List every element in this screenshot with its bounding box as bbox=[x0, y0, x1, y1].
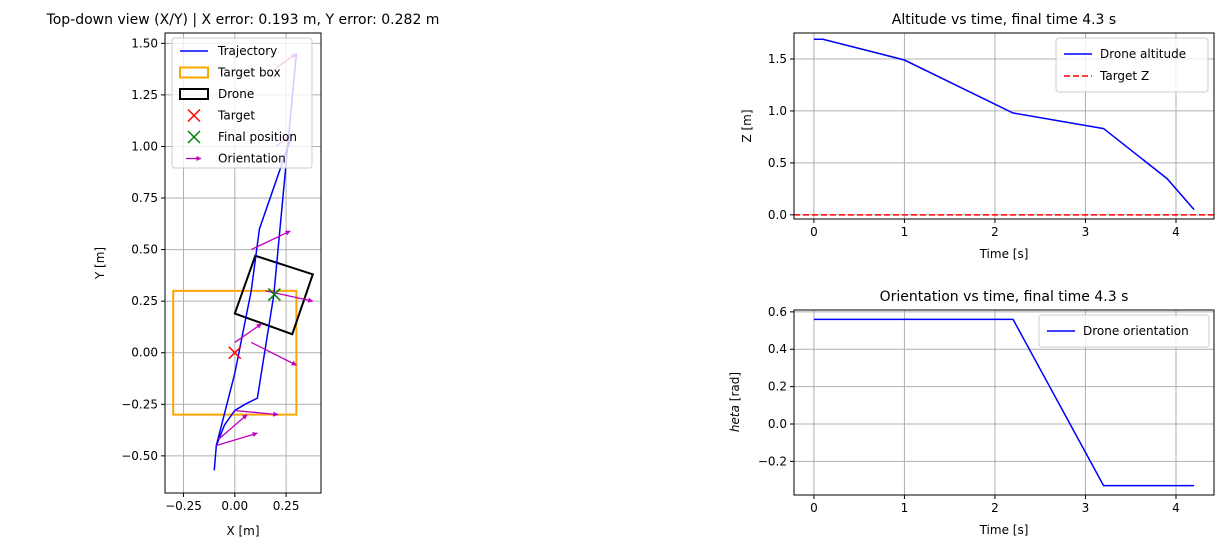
altitude-ylabel: Z [m] bbox=[740, 109, 754, 142]
orientation-ticks: 0 1 2 3 4 −0.2 0.0 0.2 0.4 0.6 bbox=[758, 305, 1180, 515]
orientation-arrow bbox=[250, 341, 297, 366]
altitude-ytick-label: 1.5 bbox=[768, 52, 787, 66]
topdown-ytick-label: 1.00 bbox=[131, 139, 158, 153]
final-position-marker-stroke bbox=[267, 288, 281, 302]
topdown-xtick-label: 0.00 bbox=[221, 499, 248, 513]
topdown-panel: Top-down view (X/Y) | X error: 0.193 m, … bbox=[46, 12, 440, 538]
topdown-ytick-label: 0.00 bbox=[131, 346, 158, 360]
legend-entry-label: Target box bbox=[217, 66, 281, 80]
topdown-ytick-label: 1.25 bbox=[131, 88, 158, 102]
orientation-ylabel: heta [rad] bbox=[728, 372, 742, 432]
topdown-axes-frame bbox=[164, 32, 322, 494]
orientation-ytick-label: −0.2 bbox=[758, 454, 787, 468]
drone-layer bbox=[233, 254, 315, 336]
altitude-ytick-label: 0.5 bbox=[768, 156, 787, 170]
orientation-ytick-label: 0.0 bbox=[768, 417, 787, 431]
legend-x-swatch bbox=[187, 108, 201, 123]
legend-entry-label: Orientation bbox=[218, 152, 286, 166]
altitude-axes-frame bbox=[793, 32, 1215, 220]
altitude-xtick-label: 2 bbox=[991, 225, 999, 239]
legend-entry-label: Drone altitude bbox=[1100, 47, 1186, 61]
topdown-title: Top-down view (X/Y) | X error: 0.193 m, … bbox=[46, 12, 440, 28]
topdown-legend: Trajectory Target box Drone Target Final pos… bbox=[171, 37, 313, 169]
topdown-xtick-label: 0.25 bbox=[273, 499, 300, 513]
trajectory-line-segment bbox=[215, 133, 293, 446]
altitude-xtick-label: 3 bbox=[1082, 225, 1090, 239]
orientation-xtick-label: 2 bbox=[991, 501, 999, 515]
altitude-ticks: 0 1 2 3 4 0.0 0.5 1.0 1.5 bbox=[768, 52, 1180, 239]
legend-entry-label: Drone bbox=[218, 87, 254, 101]
orientation-axes-frame bbox=[793, 309, 1215, 496]
legend-entry-label: Target bbox=[217, 109, 255, 123]
topdown-ticks: −0.25 0.00 0.25 −0.50 −0.25 0.00 0.25 0.50 0.75 1… bbox=[121, 36, 299, 513]
drone-outline bbox=[233, 254, 315, 336]
legend-entry-label: Drone orientation bbox=[1083, 324, 1189, 338]
legend-box bbox=[1055, 37, 1209, 93]
orientation-ytick-label: 0.4 bbox=[768, 342, 787, 356]
series-line bbox=[813, 38, 1195, 211]
orientation-arrow bbox=[234, 409, 279, 417]
topdown-ylabel: Y [m] bbox=[93, 247, 107, 280]
altitude-ytick-label: 1.0 bbox=[768, 104, 787, 118]
topdown-ytick-label: −0.25 bbox=[121, 397, 158, 411]
topdown-ytick-label: 0.25 bbox=[131, 294, 158, 308]
topdown-xlabel: X [m] bbox=[226, 524, 259, 538]
altitude-xtick-label: 0 bbox=[810, 225, 818, 239]
topdown-ytick-label: 1.50 bbox=[131, 36, 158, 50]
orientation-arrow bbox=[234, 323, 262, 343]
orientation-xtick-label: 1 bbox=[901, 501, 909, 515]
topdown-ytick-label: 0.75 bbox=[131, 191, 158, 205]
orientation-grid bbox=[794, 310, 1214, 495]
orientation-xtick-label: 0 bbox=[810, 501, 818, 515]
orientation-arrow bbox=[250, 230, 291, 251]
point-markers-layer bbox=[228, 288, 281, 360]
legend-entry-label: Final position bbox=[218, 130, 297, 144]
orientation-ytick-label: 0.2 bbox=[768, 380, 787, 394]
altitude-legend: Drone altitude Target Z bbox=[1055, 37, 1209, 93]
legend-x-swatch-stroke bbox=[187, 130, 201, 144]
topdown-ytick-label: 0.50 bbox=[131, 243, 158, 257]
orientation-ylabel-unit: [rad] bbox=[728, 372, 742, 405]
orientation-arrow bbox=[217, 414, 248, 440]
legend-rect-swatch bbox=[179, 66, 209, 79]
target-box bbox=[172, 289, 298, 416]
orientation-panel: Orientation vs time, final time 4.3 s 0 1… bbox=[728, 289, 1215, 537]
altitude-xlabel: Time [s] bbox=[979, 247, 1029, 261]
legend-entry-label: Target Z bbox=[1099, 69, 1149, 83]
altitude-panel: Altitude vs time, final time 4.3 s 0 1 2 3 4… bbox=[740, 12, 1215, 261]
legend-entry-label: Trajectory bbox=[217, 44, 277, 58]
trajectory-layer bbox=[213, 53, 298, 471]
altitude-ytick-label: 0.0 bbox=[768, 208, 787, 222]
orientation-ylabel-symbol: heta bbox=[728, 405, 742, 432]
orientation-legend: Drone orientation bbox=[1038, 314, 1210, 348]
altitude-title: Altitude vs time, final time 4.3 s bbox=[892, 12, 1116, 28]
legend-x-swatch bbox=[187, 130, 201, 144]
altitude-lines bbox=[794, 38, 1214, 216]
legend-x-swatch-stroke bbox=[187, 108, 201, 123]
orientation-xtick-label: 4 bbox=[1172, 501, 1180, 515]
orientation-xtick-label: 3 bbox=[1082, 501, 1090, 515]
altitude-xtick-label: 1 bbox=[901, 225, 909, 239]
target-box-layer bbox=[172, 289, 298, 416]
legend-box bbox=[1038, 314, 1210, 348]
legend-rect-swatch bbox=[179, 88, 209, 100]
target-marker-stroke bbox=[228, 346, 242, 360]
orientation-arrow bbox=[216, 432, 258, 447]
orientation-lines bbox=[813, 318, 1195, 487]
topdown-ytick-label: −0.50 bbox=[121, 449, 158, 463]
orientation-ytick-label: 0.6 bbox=[768, 305, 787, 319]
topdown-xtick-label: −0.25 bbox=[165, 499, 202, 513]
final-position-marker bbox=[267, 288, 281, 302]
altitude-xtick-label: 4 bbox=[1172, 225, 1180, 239]
orientation-title: Orientation vs time, final time 4.3 s bbox=[880, 289, 1129, 305]
orientation-xlabel: Time [s] bbox=[979, 523, 1029, 537]
series-line bbox=[813, 318, 1195, 487]
target-marker bbox=[228, 346, 242, 360]
